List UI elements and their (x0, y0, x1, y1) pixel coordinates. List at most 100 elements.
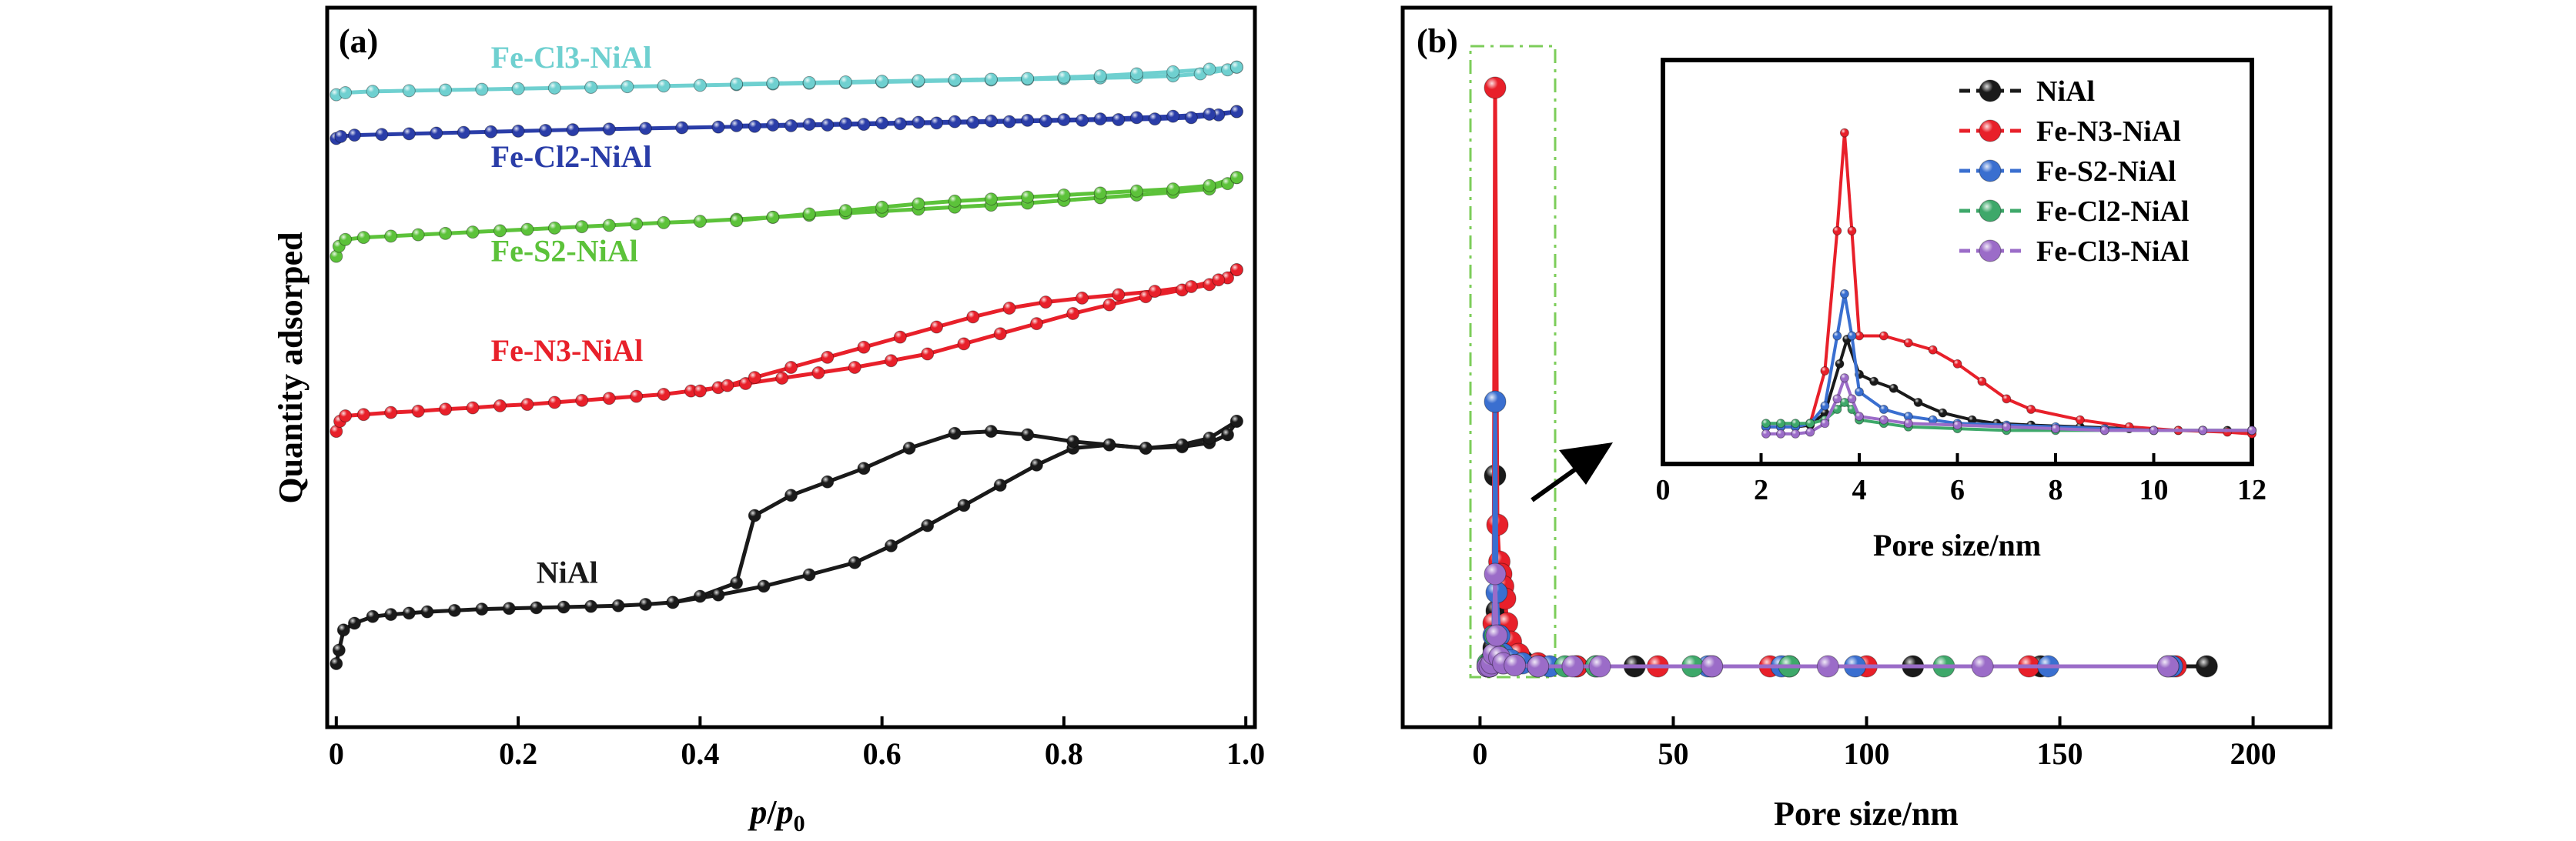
panel-a: (a) Quantity adsorped 0 0.2 0.4 0.6 0.8 1.0 p… (272, 5, 1265, 836)
panel-a-x-tick-label: 0.2 (499, 736, 537, 771)
inset-point-fe-n3-nial-shine (1929, 345, 1938, 355)
adsorption-point-fe-n3-nial-shine (848, 361, 861, 374)
adsorption-point-fe-n3-nial-shine (811, 366, 825, 379)
inset-point-fe-cl3-nial-shine (1791, 429, 1800, 439)
adsorption-point-nial-shine (885, 539, 898, 552)
psd-point-fe-cl3-nial-shine (2157, 656, 2180, 677)
adsorption-point-nial-shine (1030, 459, 1043, 472)
adsorption-point-fe-cl2-nial-shine (1076, 114, 1089, 127)
desorption-point-fe-cl2-nial-shine (1094, 112, 1107, 125)
desorption-point-fe-cl3-nial-shine (1130, 68, 1143, 80)
desorption-point-fe-cl3-nial-shine (1094, 69, 1107, 82)
inset-point-fe-n3-nial-shine (1977, 377, 1986, 386)
panel-b-x-tick-label: 50 (1658, 736, 1688, 771)
desorption-point-fe-n3-nial-shine (1003, 302, 1016, 315)
adsorption-point-fe-cl3-nial-shine (366, 85, 380, 98)
psd-point-fe-cl3-nial-shine (1527, 656, 1549, 677)
inset-x-tick-label: 4 (1852, 474, 1867, 506)
adsorption-point-fe-cl3-nial-shine (1194, 68, 1207, 80)
legend-item-fe-cl3-nial: Fe-Cl3-NiAl (1959, 235, 2189, 268)
adsorption-point-nial-shine (475, 602, 488, 616)
inset-point-fe-n3-nial-shine (1904, 339, 1913, 348)
desorption-point-fe-cl2-nial-shine (1166, 110, 1179, 123)
panel-b-label: (b) (1417, 22, 1458, 60)
inset-point-fe-n3-nial-shine (1847, 226, 1856, 235)
adsorption-point-fe-n3-nial-shine (339, 409, 352, 422)
adsorption-point-fe-s2-nial-shine (357, 231, 370, 244)
adsorption-point-fe-n3-nial-shine (921, 348, 934, 360)
adsorption-point-fe-cl2-nial-shine (1112, 113, 1125, 126)
desorption-point-nial-shine (694, 590, 707, 602)
inset-point-nial-shine (1914, 398, 1922, 407)
legend-label: Fe-S2-NiAl (2036, 155, 2176, 188)
adsorption-point-fe-n3-nial-shine (575, 394, 588, 407)
panel-b-x-tick-label: 200 (2230, 736, 2277, 771)
inset-point-fe-cl2-nial-shine (1805, 419, 1815, 428)
adsorption-point-fe-cl3-nial-shine (657, 79, 671, 92)
desorption-point-nial-shine (1102, 439, 1116, 452)
zoom-arrow (1531, 442, 1613, 502)
inset-point-fe-s2-nial-shine (1820, 402, 1829, 410)
desorption-point-fe-cl2-nial-shine (730, 119, 743, 132)
inset-x-tick-label: 2 (1754, 474, 1768, 506)
panel-b-x-tick-label: 150 (2037, 736, 2083, 771)
adsorption-point-fe-cl2-nial-shine (639, 122, 652, 135)
inset-point-fe-cl3-nial-shine (2247, 426, 2257, 435)
adsorption-point-fe-n3-nial-shine (1102, 299, 1116, 312)
inset-point-fe-cl3-nial-shine (2198, 426, 2207, 435)
desorption-point-fe-cl3-nial-shine (803, 76, 816, 89)
adsorption-point-fe-n3-nial-shine (330, 425, 343, 438)
adsorption-point-nial-shine (333, 644, 346, 656)
adsorption-point-nial-shine (448, 604, 461, 617)
series-fe-n3-nial: Fe-N3-NiAl (330, 263, 1243, 439)
inset-point-fe-cl3-nial-shine (1840, 373, 1849, 382)
desorption-point-fe-cl3-nial-shine (1057, 71, 1070, 84)
adsorption-point-fe-cl2-nial-shine (457, 126, 470, 139)
desorption-point-fe-n3-nial-shine (694, 385, 707, 398)
adsorption-point-fe-s2-nial-shine (603, 219, 616, 232)
inset-x-tick-label: 10 (2139, 474, 2169, 506)
desorption-point-fe-cl2-nial-shine (1057, 113, 1070, 126)
adsorption-point-fe-cl2-nial-shine (711, 121, 724, 134)
adsorption-point-fe-n3-nial-shine (412, 405, 425, 418)
inset-legend: NiAl Fe-N3-NiAl Fe-S2-NiAl Fe-Cl2-NiAl Fe-Cl… (1959, 75, 2189, 268)
inset-point-fe-s2-nial-shine (1904, 412, 1913, 421)
desorption-point-fe-n3-nial-shine (1039, 295, 1052, 309)
desorption-point-fe-cl3-nial-shine (985, 73, 998, 85)
adsorption-point-fe-s2-nial-shine (330, 250, 343, 263)
inset-point-fe-s2-nial-shine (1855, 387, 1864, 396)
psd-point-fe-cl3-nial-shine (1486, 625, 1508, 646)
adsorption-point-fe-cl3-nial-shine (475, 83, 488, 96)
adsorption-point-fe-n3-nial-shine (1139, 290, 1153, 303)
series-nial: NiAl (330, 415, 1243, 670)
adsorption-point-fe-cl3-nial-shine (621, 80, 634, 93)
adsorption-point-fe-s2-nial-shine (548, 222, 561, 235)
adsorption-point-fe-cl2-nial-shine (603, 122, 616, 135)
desorption-point-nial-shine (858, 462, 871, 475)
adsorption-point-nial-shine (957, 499, 970, 512)
desorption-point-fe-s2-nial-shine (1203, 179, 1216, 192)
adsorption-point-fe-n3-nial-shine (548, 396, 561, 409)
desorption-point-nial-shine (821, 476, 834, 489)
adsorption-point-fe-s2-nial-shine (630, 218, 643, 231)
adsorption-point-fe-cl2-nial-shine (785, 119, 798, 132)
legend-item-fe-n3-nial: Fe-N3-NiAl (1959, 115, 2181, 148)
desorption-point-fe-s2-nial-shine (766, 211, 779, 224)
inset-point-fe-n3-nial-shine (1855, 332, 1864, 340)
inset-series-fe-cl3-nial (1761, 373, 2257, 439)
inset-point-nial-shine (1938, 409, 1947, 418)
desorption-point-fe-n3-nial-shine (748, 371, 761, 384)
psd-series-fe-cl3-nial (1476, 562, 2180, 678)
panel-b-x-tick-label: 100 (1844, 736, 1890, 771)
legend-item-fe-cl2-nial: Fe-Cl2-NiAl (1959, 195, 2189, 228)
adsorption-point-fe-cl2-nial-shine (966, 116, 979, 128)
adsorption-point-fe-cl2-nial-shine (1212, 108, 1225, 122)
panel-a-xlabel-p: p (747, 793, 767, 831)
desorption-point-fe-n3-nial-shine (1076, 292, 1089, 305)
adsorption-point-fe-cl3-nial-shine (403, 84, 416, 97)
desorption-point-fe-cl2-nial-shine (985, 115, 998, 128)
adsorption-point-fe-cl2-nial-shine (748, 120, 761, 133)
psd-point-fe-cl3-nial-shine (1589, 656, 1611, 677)
inset-point-fe-cl3-nial-shine (1847, 394, 1856, 403)
adsorption-point-fe-n3-nial-shine (739, 377, 752, 390)
